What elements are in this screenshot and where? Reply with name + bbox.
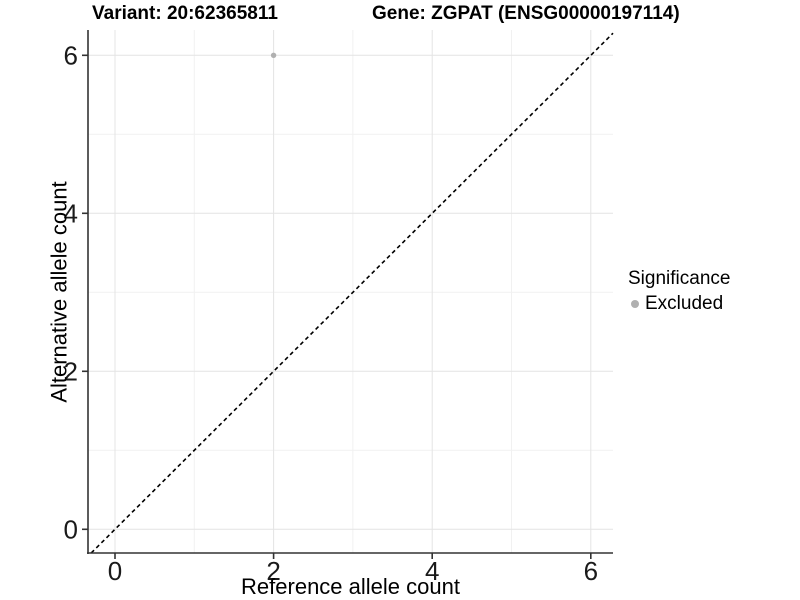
excluded-point-icon — [631, 300, 639, 308]
x-tick-label: 4 — [425, 556, 439, 586]
x-tick-label: 2 — [266, 556, 280, 586]
plot-title-variant: Variant: 20:62365811 — [92, 3, 278, 24]
x-tick-label: 0 — [108, 556, 122, 586]
y-tick-label: 6 — [64, 40, 78, 70]
x-tick-label: 6 — [584, 556, 598, 586]
legend-title: Significance — [628, 268, 731, 289]
legend-item-excluded: Excluded — [628, 293, 730, 315]
legend: Significance Excluded — [628, 268, 730, 315]
y-axis-title: Alternative allele count — [47, 180, 73, 403]
data-point — [270, 52, 277, 58]
y-tick-label: 0 — [64, 514, 78, 544]
y-tick-label: 2 — [64, 356, 78, 386]
plot-title-gene: Gene: ZGPAT (ENSG00000197114) — [372, 3, 680, 24]
y-axis-title-wrap: Alternative allele count — [43, 30, 77, 553]
legend-item-label: Excluded — [645, 293, 724, 314]
identity-line — [90, 32, 614, 554]
x-axis-title: Reference allele count — [241, 574, 460, 599]
y-tick-label: 4 — [64, 198, 78, 228]
